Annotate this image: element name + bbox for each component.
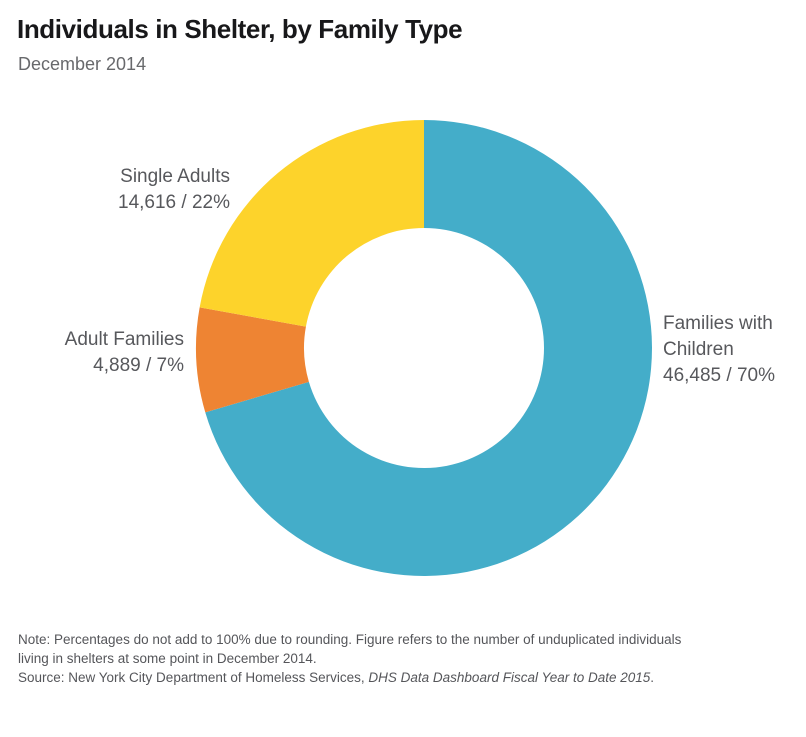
note-line-1: Note: Percentages do not add to 100% due… <box>18 632 682 647</box>
slice-label-value: 4,889 / 7% <box>93 355 184 376</box>
slice-label-single-adults: Single Adults 14,616 / 22% <box>30 164 230 216</box>
source-text: Source: New York City Department of Home… <box>18 668 778 687</box>
note-line-2: living in shelters at some point in Dece… <box>18 651 317 666</box>
slice-label-adult-families: Adult Families 4,889 / 7% <box>0 327 184 379</box>
source-prefix: Source: New York City Department of Home… <box>18 670 369 685</box>
donut-slice-single-adults <box>199 120 424 327</box>
page-title: Individuals in Shelter, by Family Type <box>17 14 463 44</box>
note-text: Note: Percentages do not add to 100% due… <box>18 630 698 668</box>
slice-label-value: 14,616 / 22% <box>118 192 230 213</box>
slice-label-families-with-children: Families with Children 46,485 / 70% <box>663 311 806 389</box>
slice-label-name: Single Adults <box>120 166 230 187</box>
slice-label-name: Families with <box>663 313 773 334</box>
source-publication: DHS Data Dashboard Fiscal Year to Date 2… <box>368 670 651 685</box>
page-subtitle: December 2014 <box>18 54 147 74</box>
slice-label-name: Children <box>663 339 734 360</box>
donut-slice-families-with-children <box>205 120 652 576</box>
source-suffix: . <box>650 670 655 685</box>
slice-label-name: Adult Families <box>64 329 184 350</box>
slice-label-value: 46,485 / 70% <box>663 365 775 386</box>
donut-slice-adult-families <box>195 307 309 413</box>
